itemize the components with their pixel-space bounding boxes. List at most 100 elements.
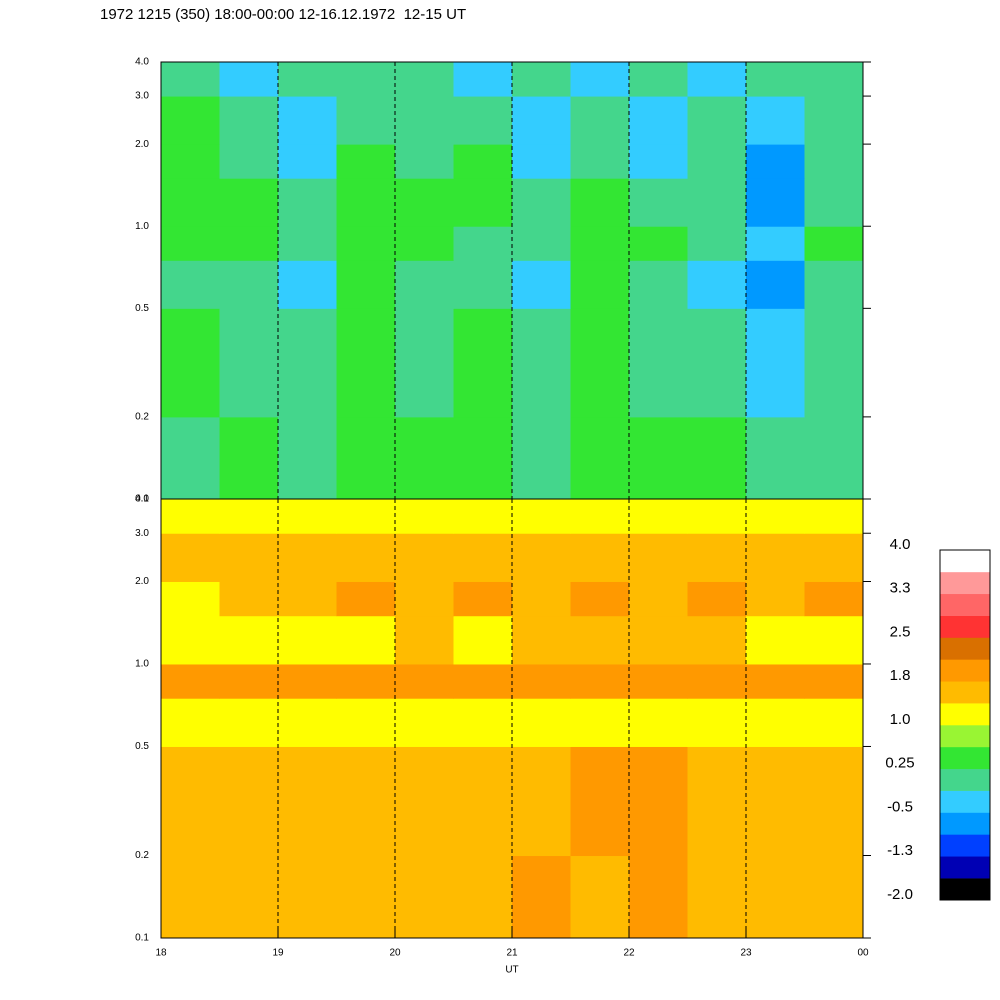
spectrogram-cell [278, 615, 337, 665]
spectrogram-cell [629, 96, 688, 145]
spectrogram-cell [336, 698, 396, 747]
spectrogram-cell [512, 746, 571, 857]
colorbar-swatch [940, 571, 990, 595]
spectrogram-cell [219, 581, 279, 617]
y-tick-label: 1.0 [135, 659, 149, 670]
spectrogram-cell [336, 178, 396, 227]
spectrogram-cell [453, 260, 513, 309]
spectrogram-cell [278, 96, 337, 145]
spectrogram-cell [687, 615, 747, 665]
y-tick-label: 0.1 [135, 494, 149, 505]
spectrogram-cell [219, 533, 279, 582]
spectrogram-cell [746, 96, 805, 145]
y-tick-label: 1.0 [135, 221, 149, 232]
spectrogram-cell [453, 698, 513, 747]
colorbar-label: 0.25 [885, 755, 914, 772]
colorbar-label: 1.8 [890, 667, 911, 684]
colorbar-label: 3.3 [890, 580, 911, 597]
spectrogram-cell [161, 96, 220, 145]
spectrogram-cell [746, 144, 805, 179]
spectrogram-cell [687, 62, 747, 97]
spectrogram-cell [161, 698, 220, 747]
spectrogram-cell [687, 581, 747, 617]
spectrogram-cell [336, 746, 396, 857]
spectrogram-cell [570, 533, 630, 582]
spectrogram-cell [746, 855, 805, 939]
spectrogram-cell [804, 855, 864, 939]
colorbar-swatch [940, 790, 990, 813]
spectrogram-cell [453, 663, 513, 699]
spectrogram-cell [804, 533, 864, 582]
spectrogram-cell [161, 144, 220, 179]
spectrogram-cell [629, 855, 688, 939]
spectrogram-cell [219, 96, 279, 145]
spectrogram-cell [629, 260, 688, 309]
spectrogram-cell [512, 581, 571, 617]
colorbar-swatch [940, 768, 990, 791]
spectrogram-cell [395, 226, 454, 261]
spectrogram-cell [161, 178, 220, 227]
spectrogram-cell [629, 416, 688, 500]
spectrogram-cell [278, 308, 337, 418]
spectrogram-cell [453, 581, 513, 617]
spectrogram-cell [278, 62, 337, 97]
spectrogram-cell [336, 855, 396, 939]
spectrogram-cell [629, 615, 688, 665]
spectrogram-cell [629, 308, 688, 418]
spectrogram-cell [395, 96, 454, 145]
spectrogram-cell [278, 260, 337, 309]
spectrogram-cell [804, 308, 864, 418]
spectrogram-cell [453, 533, 513, 582]
spectrogram-cell [687, 698, 747, 747]
spectrogram-cell [395, 416, 454, 500]
spectrogram-cell [453, 96, 513, 145]
spectrogram-cell [746, 62, 805, 97]
spectrogram-cell [804, 746, 864, 857]
spectrogram-cell [453, 226, 513, 261]
spectrogram-cell [570, 260, 630, 309]
spectrogram-cell [453, 499, 513, 534]
spectrogram-cell [278, 178, 337, 227]
spectrogram-cell [219, 308, 279, 418]
spectrogram-cell [336, 144, 396, 179]
y-tick-label: 0.2 [135, 850, 149, 861]
colorbar-swatch [940, 856, 990, 879]
x-tick-label: 22 [623, 948, 635, 959]
spectrogram-cell [629, 178, 688, 227]
spectrogram-cell [395, 855, 454, 939]
colorbar-frame [939, 549, 991, 901]
colorbar-swatch [940, 593, 990, 616]
spectrogram-cell [453, 62, 513, 97]
spectrogram-cell [570, 698, 630, 747]
spectrogram-cell [161, 746, 220, 857]
spectrogram-cell [570, 96, 630, 145]
spectrogram-cell [629, 62, 688, 97]
spectrogram-cell [804, 698, 864, 747]
spectrogram-cell [570, 499, 630, 534]
spectrogram-cell [219, 416, 279, 500]
spectrogram-cell [687, 144, 747, 179]
spectrogram-cell [804, 615, 864, 665]
x-tick-label: 18 [155, 948, 167, 959]
spectrogram-cell [570, 615, 630, 665]
spectrogram-cell [219, 144, 279, 179]
spectrogram-cell [512, 62, 571, 97]
chart-title: 1972 1215 (350) 18:00-00:00 12-16.12.197… [100, 6, 466, 23]
colorbar-label: 2.5 [890, 623, 911, 640]
spectrogram-cell [336, 96, 396, 145]
y-tick-label: 0.2 [135, 412, 149, 423]
spectrogram-cell [161, 499, 220, 534]
spectrogram-cell [453, 178, 513, 227]
x-tick-label: 19 [272, 948, 284, 959]
spectrogram-cell [570, 62, 630, 97]
spectrogram-cell [453, 144, 513, 179]
spectrogram-cell [278, 144, 337, 179]
spectrogram-cell [278, 746, 337, 857]
spectrogram-cell [629, 144, 688, 179]
spectrogram-cell [278, 226, 337, 261]
spectrogram-cell [570, 308, 630, 418]
colorbar-swatch [940, 725, 990, 748]
spectrogram-cell [219, 62, 279, 97]
spectrogram-cell [687, 746, 747, 857]
